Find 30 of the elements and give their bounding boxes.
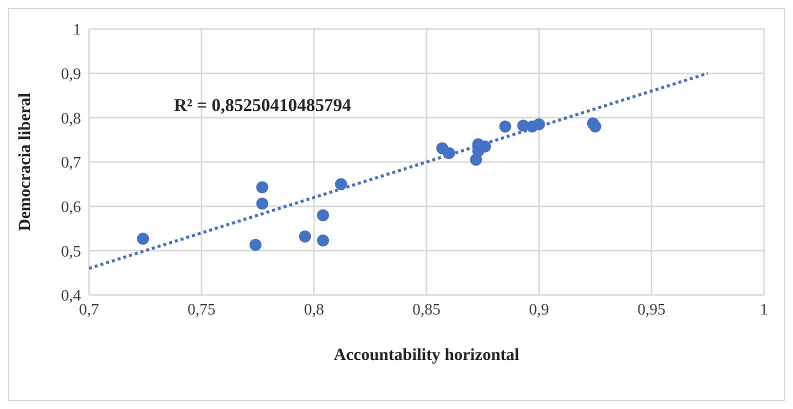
point bbox=[499, 120, 512, 133]
point bbox=[250, 238, 262, 251]
y-tick-label: 0,9 bbox=[61, 66, 81, 84]
x-tick-label: 1 bbox=[760, 301, 768, 318]
x-tick-label: 0,7 bbox=[79, 301, 99, 318]
annotation: R² = 0,85250410485794 bbox=[174, 95, 352, 116]
x-tick-label: 0,9 bbox=[529, 301, 549, 318]
point bbox=[256, 198, 268, 210]
x-axis-title: Accountability horizontal bbox=[334, 345, 520, 364]
point bbox=[470, 154, 482, 166]
point bbox=[137, 232, 149, 245]
y-tick-label: 1 bbox=[73, 22, 81, 39]
x-tick-label: 0,95 bbox=[638, 301, 666, 318]
y-axis-title: Democracia liberal bbox=[15, 92, 34, 232]
y-tick-label: 0,4 bbox=[61, 288, 81, 305]
point bbox=[256, 181, 268, 194]
y-tick-label: 0,5 bbox=[61, 243, 81, 260]
point bbox=[317, 234, 329, 246]
point bbox=[526, 120, 538, 133]
x-tick-label: 0,75 bbox=[188, 301, 216, 318]
point bbox=[317, 209, 329, 222]
x-tick-label: 0,8 bbox=[304, 301, 324, 318]
point bbox=[299, 230, 311, 242]
y-tick-label: 0,6 bbox=[61, 199, 81, 216]
y-tick-label: 0,7 bbox=[61, 154, 81, 172]
point bbox=[443, 147, 455, 160]
y-tick-label: 0,8 bbox=[61, 110, 81, 128]
x-tick-label: 0,85 bbox=[412, 301, 440, 318]
point bbox=[335, 178, 347, 190]
point bbox=[589, 120, 602, 133]
